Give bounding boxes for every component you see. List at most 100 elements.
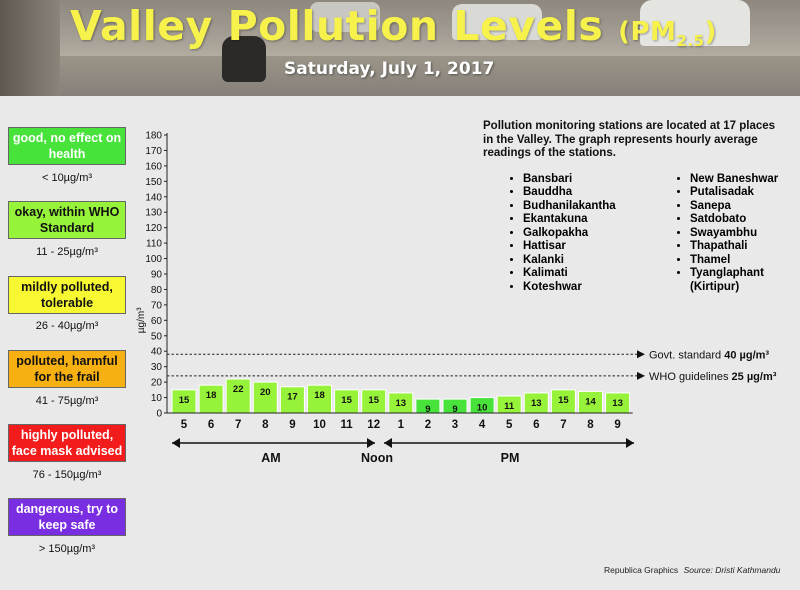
y-axis: 0 10 20 30 40 50 60 70 80 90 100 110 120 130 140 150 160… — [136, 131, 168, 420]
station-item: Swayambhu — [690, 227, 800, 241]
credit-agency: Republica Graphics — [604, 565, 679, 575]
stations-list-1: BansbariBauddhaBudhanilakanthaEkantakuna… — [483, 161, 653, 306]
station-item: Kalanki — [523, 254, 653, 268]
x-tick-label: 6 — [208, 419, 214, 431]
title-unit: (PM2.5) — [618, 17, 717, 50]
y-tick-label: 70 — [151, 300, 163, 311]
level-range-good: < 10µg/m³ — [41, 172, 93, 184]
bar — [225, 378, 251, 414]
level-range-highly-polluted: 76 - 150µg/m³ — [32, 469, 102, 481]
x-tick-label: 8 — [262, 419, 269, 431]
bars: 15 18 22 20 17 18 15 15 13 9 9 10 11 13 15 14 13 — [171, 378, 631, 415]
y-tick-label: 160 — [145, 161, 162, 172]
level-box-okay: okay, within WHO Standard — [8, 201, 126, 239]
station-item: Bansbari — [523, 173, 653, 187]
arrow-right-icon — [626, 438, 634, 448]
x-tick-label: 2 — [425, 419, 431, 431]
y-tick-label: 0 — [156, 409, 162, 420]
y-tick-label: 180 — [145, 131, 162, 142]
road-shape — [0, 56, 800, 96]
level-box-good: good, no effect on health — [8, 127, 126, 165]
page-title: Valley Pollution Levels (PM2.5) — [70, 2, 717, 50]
station-item: Sanepa — [690, 200, 800, 214]
reference-arrow-icon — [637, 350, 645, 359]
level-box-dangerous: dangerous, try to keep safe — [8, 498, 126, 536]
title-unit-close: ) — [704, 17, 717, 47]
station-item: Tyanglaphant (Kirtipur) — [690, 267, 800, 294]
y-tick-label: 100 — [145, 254, 162, 265]
y-tick-label: 10 — [151, 393, 163, 404]
x-tick-label: 5 — [181, 419, 188, 431]
station-item: Hattisar — [523, 240, 653, 254]
railing-shape — [0, 0, 60, 96]
x-tick-label: 9 — [614, 419, 620, 431]
bar-value-label: 11 — [504, 401, 515, 412]
y-tick-label: 120 — [145, 223, 162, 234]
station-item: Thapathali — [690, 240, 800, 254]
title-unit-text: (PM — [618, 17, 677, 47]
credit-source: Source: Dristi Kathmandu — [683, 565, 781, 575]
level-box-polluted: polluted, harmful for the frail — [8, 350, 126, 388]
level-box-highly-polluted: highly polluted, face mask advised — [8, 424, 126, 462]
car-shape — [310, 2, 380, 32]
bar — [279, 386, 305, 414]
bar-value-label: 18 — [206, 390, 217, 401]
y-tick-label: 90 — [151, 270, 163, 281]
bar-value-label: 14 — [585, 396, 596, 407]
level-range-polluted: 41 - 75µg/m³ — [35, 395, 99, 407]
x-tick-label: 12 — [367, 419, 380, 431]
x-tick-label: 6 — [533, 419, 539, 431]
station-item: Galkopakha — [523, 227, 653, 241]
info-text: Pollution monitoring stations are locate… — [483, 120, 776, 159]
bar-value-label: 20 — [260, 387, 271, 398]
date-subtitle: Saturday, July 1, 2017 — [284, 59, 495, 79]
car-shape — [452, 4, 542, 40]
y-tick-label: 130 — [145, 208, 162, 219]
motorbike-shape — [222, 36, 266, 82]
station-item: Koteshwar — [523, 281, 653, 295]
y-tick-label: 170 — [145, 146, 162, 157]
y-axis-label: µg/m³ — [136, 307, 147, 333]
bar-value-label: 17 — [287, 392, 298, 403]
station-item: New Baneshwar — [690, 173, 800, 187]
level-range-mild: 26 - 40µg/m³ — [35, 320, 99, 332]
period-label: PM — [501, 451, 520, 465]
title-main: Valley Pollution Levels — [70, 2, 604, 50]
reference-line-label: WHO guidelines 25 µg/m³ — [649, 371, 777, 383]
bar-value-label: 10 — [477, 403, 488, 414]
bar-value-label: 13 — [531, 398, 542, 409]
y-tick-label: 110 — [146, 239, 162, 250]
y-tick-label: 150 — [145, 177, 162, 188]
car-shape — [640, 0, 750, 46]
level-box-mild: mildly polluted, tolerable — [8, 276, 126, 314]
station-item: Satdobato — [690, 213, 800, 227]
x-tick-label: 11 — [341, 419, 354, 431]
reference-lines: Govt. standard 40 µg/m³ WHO guidelines 25… — [167, 349, 777, 383]
bar-value-label: 15 — [179, 395, 190, 406]
arrow-right-icon — [367, 438, 375, 448]
credit-line: Republica Graphics Source: Dristi Kathma… — [604, 565, 780, 575]
bar-value-label: 13 — [396, 398, 407, 409]
station-item: Budhanilakantha — [523, 200, 653, 214]
bar-value-label: 15 — [558, 395, 569, 406]
x-tick-label: 3 — [452, 419, 458, 431]
x-tick-label: 1 — [398, 419, 405, 431]
bar-value-label: 13 — [612, 398, 623, 409]
x-tick-label: 8 — [587, 419, 594, 431]
period-label: Noon — [361, 451, 393, 465]
x-tick-label: 7 — [560, 419, 566, 431]
x-axis: 5 6 7 8 9 10 11 12 1 2 3 4 5 6 7 8 9 — [167, 412, 633, 431]
level-range-dangerous: > 150µg/m³ — [38, 543, 96, 555]
x-tick-label: 9 — [289, 419, 295, 431]
station-item: Bauddha — [523, 186, 653, 200]
station-item: Kalimati — [523, 267, 653, 281]
y-tick-label: 30 — [151, 362, 163, 373]
x-tick-label: 5 — [506, 419, 513, 431]
y-tick-label: 140 — [145, 192, 162, 203]
reference-line-label: Govt. standard 40 µg/m³ — [649, 349, 769, 361]
x-tick-label: 4 — [479, 419, 486, 431]
station-item: Ekantakuna — [523, 213, 653, 227]
title-unit-subscript: 2.5 — [676, 32, 705, 50]
bar-value-label: 18 — [314, 390, 325, 401]
x-tick-label: 10 — [313, 419, 326, 431]
